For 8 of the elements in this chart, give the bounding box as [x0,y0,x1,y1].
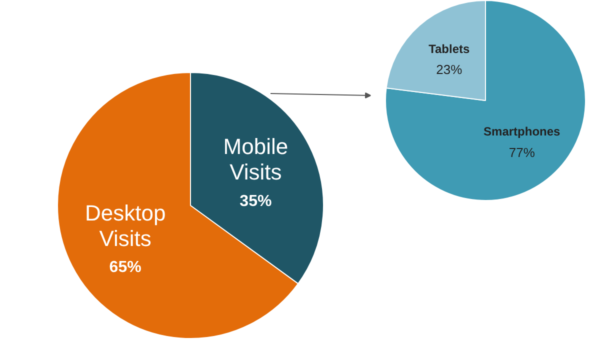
data-label: 77% [508,144,536,160]
slice-label: Smartphones [484,124,561,138]
slice-label: Tablets [428,42,470,56]
slice-label: Desktop Visits [84,200,166,251]
data-label: 23% [436,62,463,78]
slice-label: Mobile Visits [223,134,288,184]
data-label: 65% [109,259,142,276]
data-label: 35% [240,192,272,210]
